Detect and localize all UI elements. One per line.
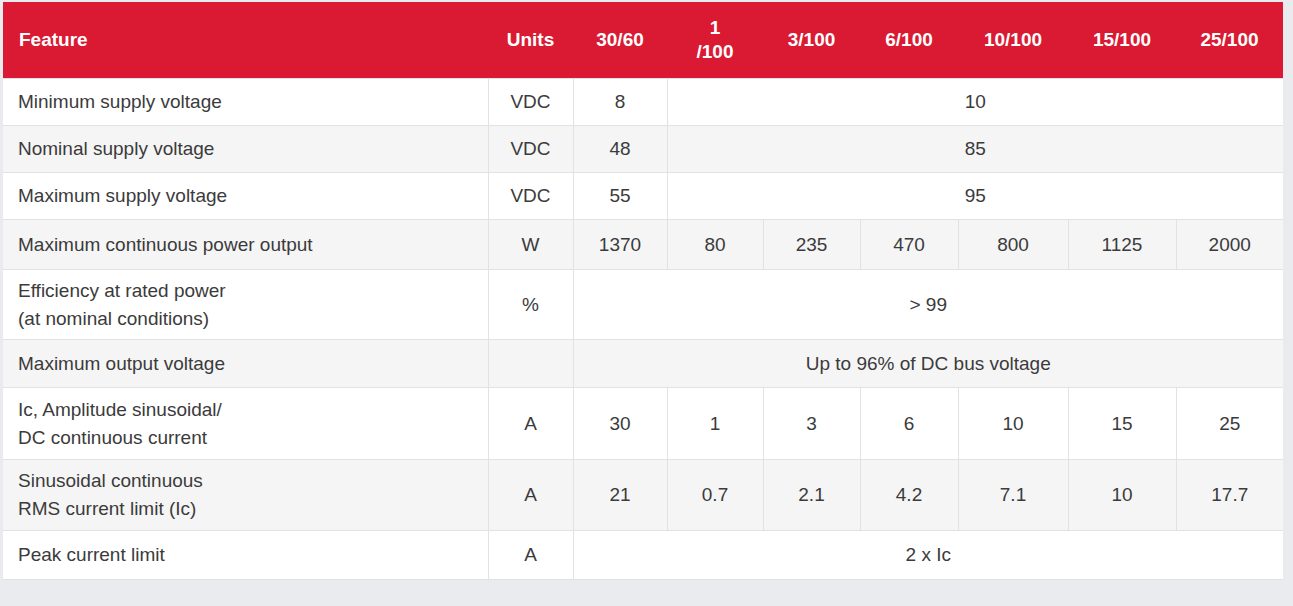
value-cell: 48 xyxy=(573,126,667,173)
merged-value-cell: Up to 96% of DC bus voltage xyxy=(573,340,1283,388)
header-model-3-100: 3/100 xyxy=(763,2,860,79)
units-cell: A xyxy=(488,531,573,580)
units-cell xyxy=(488,340,573,388)
value-cell: 7.1 xyxy=(958,460,1068,531)
header-model-30-60: 30/60 xyxy=(573,2,667,79)
feature-cell: Maximum output voltage xyxy=(3,340,488,388)
units-cell: A xyxy=(488,460,573,531)
value-cell: 2.1 xyxy=(763,460,860,531)
value-cell: 6 xyxy=(860,388,958,460)
header-model-1-100: 1 /100 xyxy=(667,2,763,79)
value-cell: 3 xyxy=(763,388,860,460)
table-row-sinusoidal-continuous-rms-current-limit: Sinusoidal continuous RMS current limit … xyxy=(3,460,1283,531)
units-cell: VDC xyxy=(488,126,573,173)
header-model-10-100: 10/100 xyxy=(958,2,1068,79)
value-cell: 8 xyxy=(573,79,667,126)
value-cell: 15 xyxy=(1068,388,1176,460)
merged-value-cell: 2 x Ic xyxy=(573,531,1283,580)
value-cell: 21 xyxy=(573,460,667,531)
feature-cell: Nominal supply voltage xyxy=(3,126,488,173)
table-row-nominal-supply-voltage: Nominal supply voltage VDC 48 85 xyxy=(3,126,1283,173)
value-cell: 1 xyxy=(667,388,763,460)
table-row-maximum-continuous-power-output: Maximum continuous power output W 1370 8… xyxy=(3,220,1283,270)
units-cell: % xyxy=(488,270,573,340)
units-cell: VDC xyxy=(488,173,573,220)
feature-cell: Minimum supply voltage xyxy=(3,79,488,126)
value-cell: 17.7 xyxy=(1176,460,1283,531)
table-row-ic-amplitude-sinusoidal-dc-continuous-current: Ic, Amplitude sinusoidal/ DC continuous … xyxy=(3,388,1283,460)
value-cell: 1370 xyxy=(573,220,667,270)
units-cell: A xyxy=(488,388,573,460)
feature-cell: Peak current limit xyxy=(3,531,488,580)
units-cell: W xyxy=(488,220,573,270)
table-header-row: Feature Units 30/60 1 /100 3/100 6/100 1… xyxy=(3,2,1283,79)
page-background: Feature Units 30/60 1 /100 3/100 6/100 1… xyxy=(0,0,1293,606)
merged-value-cell: 10 xyxy=(667,79,1283,126)
feature-cell: Efficiency at rated power (at nominal co… xyxy=(3,270,488,340)
value-cell: 1125 xyxy=(1068,220,1176,270)
header-model-25-100: 25/100 xyxy=(1176,2,1283,79)
merged-value-cell: 95 xyxy=(667,173,1283,220)
value-cell: 55 xyxy=(573,173,667,220)
feature-cell: Maximum supply voltage xyxy=(3,173,488,220)
table-row-maximum-supply-voltage: Maximum supply voltage VDC 55 95 xyxy=(3,173,1283,220)
value-cell: 80 xyxy=(667,220,763,270)
value-cell: 2000 xyxy=(1176,220,1283,270)
value-cell: 800 xyxy=(958,220,1068,270)
feature-cell: Maximum continuous power output xyxy=(3,220,488,270)
value-cell: 470 xyxy=(860,220,958,270)
value-cell: 235 xyxy=(763,220,860,270)
merged-value-cell: 85 xyxy=(667,126,1283,173)
header-model-15-100: 15/100 xyxy=(1068,2,1176,79)
table-row-maximum-output-voltage: Maximum output voltage Up to 96% of DC b… xyxy=(3,340,1283,388)
value-cell: 10 xyxy=(1068,460,1176,531)
feature-cell: Ic, Amplitude sinusoidal/ DC continuous … xyxy=(3,388,488,460)
header-feature: Feature xyxy=(3,2,488,79)
table-row-minimum-supply-voltage: Minimum supply voltage VDC 8 10 xyxy=(3,79,1283,126)
header-units: Units xyxy=(488,2,573,79)
value-cell: 10 xyxy=(958,388,1068,460)
spec-table-container: Feature Units 30/60 1 /100 3/100 6/100 1… xyxy=(3,2,1283,580)
feature-cell: Sinusoidal continuous RMS current limit … xyxy=(3,460,488,531)
value-cell: 30 xyxy=(573,388,667,460)
table-row-efficiency-at-rated-power: Efficiency at rated power (at nominal co… xyxy=(3,270,1283,340)
header-model-6-100: 6/100 xyxy=(860,2,958,79)
table-row-peak-current-limit: Peak current limit A 2 x Ic xyxy=(3,531,1283,580)
value-cell: 25 xyxy=(1176,388,1283,460)
value-cell: 4.2 xyxy=(860,460,958,531)
spec-table: Feature Units 30/60 1 /100 3/100 6/100 1… xyxy=(3,2,1283,580)
units-cell: VDC xyxy=(488,79,573,126)
value-cell: 0.7 xyxy=(667,460,763,531)
merged-value-cell: > 99 xyxy=(573,270,1283,340)
